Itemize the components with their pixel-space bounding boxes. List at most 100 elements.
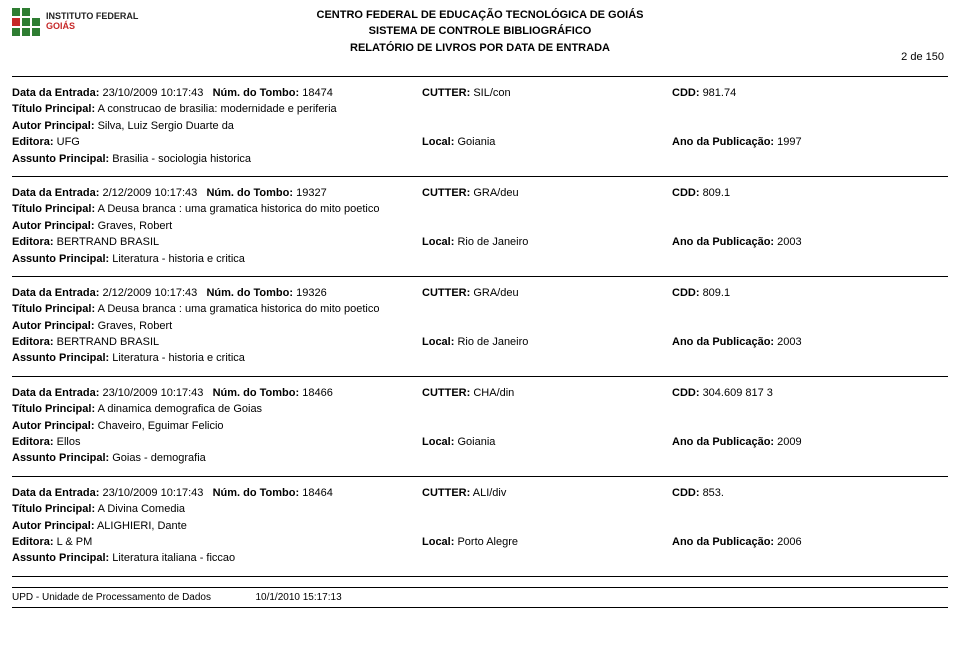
label-num-tombo: Núm. do Tombo:	[206, 187, 293, 199]
value-ano-pub: 2009	[777, 436, 801, 448]
value-editora: UFG	[57, 136, 80, 148]
label-local: Local:	[422, 536, 454, 548]
value-titulo: A construcao de brasilia: modernidade e …	[98, 103, 337, 115]
label-num-tombo: Núm. do Tombo:	[213, 487, 300, 499]
footer-timestamp: 10/1/2010 15:17:13	[255, 592, 341, 603]
label-ano-pub: Ano da Publicação:	[672, 536, 774, 548]
value-data-entrada: 23/10/2009 10:17:43	[102, 87, 203, 99]
label-cutter: CUTTER:	[422, 87, 470, 99]
value-autor: Chaveiro, Eguimar Felicio	[98, 420, 224, 432]
value-num-tombo: 19327	[296, 187, 327, 199]
label-assunto: Assunto Principal:	[12, 352, 109, 364]
value-data-entrada: 2/12/2009 10:17:43	[102, 287, 197, 299]
label-local: Local:	[422, 236, 454, 248]
value-local: Rio de Janeiro	[457, 236, 528, 248]
label-data-entrada: Data da Entrada:	[12, 87, 99, 99]
label-autor: Autor Principal:	[12, 220, 95, 232]
label-autor: Autor Principal:	[12, 420, 95, 432]
label-editora: Editora:	[12, 336, 54, 348]
label-cdd: CDD:	[672, 187, 700, 199]
label-local: Local:	[422, 136, 454, 148]
label-assunto: Assunto Principal:	[12, 253, 109, 265]
header-divider	[12, 76, 948, 77]
report-footer: UPD - Unidade de Processamento de Dados …	[12, 587, 948, 608]
header-title-block: CENTRO FEDERAL DE EDUCAÇÃO TECNOLÓGICA D…	[12, 8, 948, 57]
label-data-entrada: Data da Entrada:	[12, 487, 99, 499]
label-titulo: Título Principal:	[12, 503, 95, 515]
value-assunto: Literatura - historia e critica	[112, 253, 245, 265]
label-cutter: CUTTER:	[422, 487, 470, 499]
book-entry: Data da Entrada: 23/10/2009 10:17:43 Núm…	[12, 483, 948, 577]
label-titulo: Título Principal:	[12, 303, 95, 315]
header-line2: SISTEMA DE CONTROLE BIBLIOGRÁFICO	[12, 24, 948, 39]
label-local: Local:	[422, 336, 454, 348]
value-autor: Silva, Luiz Sergio Duarte da	[98, 120, 234, 132]
label-ano-pub: Ano da Publicação:	[672, 336, 774, 348]
label-cdd: CDD:	[672, 487, 700, 499]
footer-line: UPD - Unidade de Processamento de Dados …	[12, 591, 948, 608]
value-ano-pub: 1997	[777, 136, 801, 148]
label-editora: Editora:	[12, 236, 54, 248]
label-autor: Autor Principal:	[12, 120, 95, 132]
value-titulo: A dinamica demografica de Goias	[98, 403, 262, 415]
label-titulo: Título Principal:	[12, 403, 95, 415]
institution-logo: INSTITUTO FEDERAL GOIÁS	[12, 8, 138, 36]
value-data-entrada: 23/10/2009 10:17:43	[102, 387, 203, 399]
label-assunto: Assunto Principal:	[12, 552, 109, 564]
report-header: INSTITUTO FEDERAL GOIÁS CENTRO FEDERAL D…	[12, 8, 948, 68]
value-assunto: Goias - demografia	[112, 452, 206, 464]
label-autor: Autor Principal:	[12, 320, 95, 332]
value-cutter: GRA/deu	[473, 187, 518, 199]
value-num-tombo: 18474	[302, 87, 333, 99]
label-titulo: Título Principal:	[12, 103, 95, 115]
page-number: 2 de 150	[901, 50, 944, 65]
book-entry: Data da Entrada: 2/12/2009 10:17:43 Núm.…	[12, 183, 948, 277]
value-ano-pub: 2006	[777, 536, 801, 548]
value-cutter: SIL/con	[473, 87, 510, 99]
value-assunto: Literatura - historia e critica	[112, 352, 245, 364]
value-num-tombo: 18464	[302, 487, 333, 499]
book-entry: Data da Entrada: 2/12/2009 10:17:43 Núm.…	[12, 283, 948, 377]
value-editora: BERTRAND BRASIL	[57, 336, 160, 348]
value-titulo: A Divina Comedia	[98, 503, 185, 515]
label-cdd: CDD:	[672, 87, 700, 99]
label-editora: Editora:	[12, 136, 54, 148]
label-ano-pub: Ano da Publicação:	[672, 236, 774, 248]
label-data-entrada: Data da Entrada:	[12, 187, 99, 199]
label-titulo: Título Principal:	[12, 203, 95, 215]
value-data-entrada: 2/12/2009 10:17:43	[102, 187, 197, 199]
value-cdd: 981.74	[703, 87, 737, 99]
label-data-entrada: Data da Entrada:	[12, 387, 99, 399]
book-entry: Data da Entrada: 23/10/2009 10:17:43 Núm…	[12, 83, 948, 177]
label-cutter: CUTTER:	[422, 387, 470, 399]
value-cdd: 809.1	[703, 287, 731, 299]
value-editora: L & PM	[57, 536, 93, 548]
value-cdd: 853.	[703, 487, 724, 499]
label-cutter: CUTTER:	[422, 287, 470, 299]
value-local: Goiania	[457, 136, 495, 148]
label-num-tombo: Núm. do Tombo:	[213, 387, 300, 399]
value-editora: BERTRAND BRASIL	[57, 236, 160, 248]
label-num-tombo: Núm. do Tombo:	[206, 287, 293, 299]
value-titulo: A Deusa branca : uma gramatica historica…	[98, 203, 380, 215]
value-cutter: GRA/deu	[473, 287, 518, 299]
label-editora: Editora:	[12, 536, 54, 548]
label-cdd: CDD:	[672, 287, 700, 299]
book-entry: Data da Entrada: 23/10/2009 10:17:43 Núm…	[12, 383, 948, 477]
value-cutter: ALI/div	[473, 487, 507, 499]
logo-line2: GOIÁS	[46, 22, 138, 32]
logo-squares-icon	[12, 8, 40, 36]
value-ano-pub: 2003	[777, 236, 801, 248]
value-ano-pub: 2003	[777, 336, 801, 348]
value-num-tombo: 19326	[296, 287, 327, 299]
value-data-entrada: 23/10/2009 10:17:43	[102, 487, 203, 499]
value-local: Porto Alegre	[457, 536, 518, 548]
label-cutter: CUTTER:	[422, 187, 470, 199]
value-editora: Ellos	[57, 436, 81, 448]
value-local: Goiania	[457, 436, 495, 448]
header-line1: CENTRO FEDERAL DE EDUCAÇÃO TECNOLÓGICA D…	[12, 8, 948, 23]
value-local: Rio de Janeiro	[457, 336, 528, 348]
value-autor: ALIGHIERI, Dante	[97, 520, 187, 532]
value-assunto: Brasilia - sociologia historica	[112, 153, 251, 165]
value-cdd: 304.609 817 3	[703, 387, 773, 399]
